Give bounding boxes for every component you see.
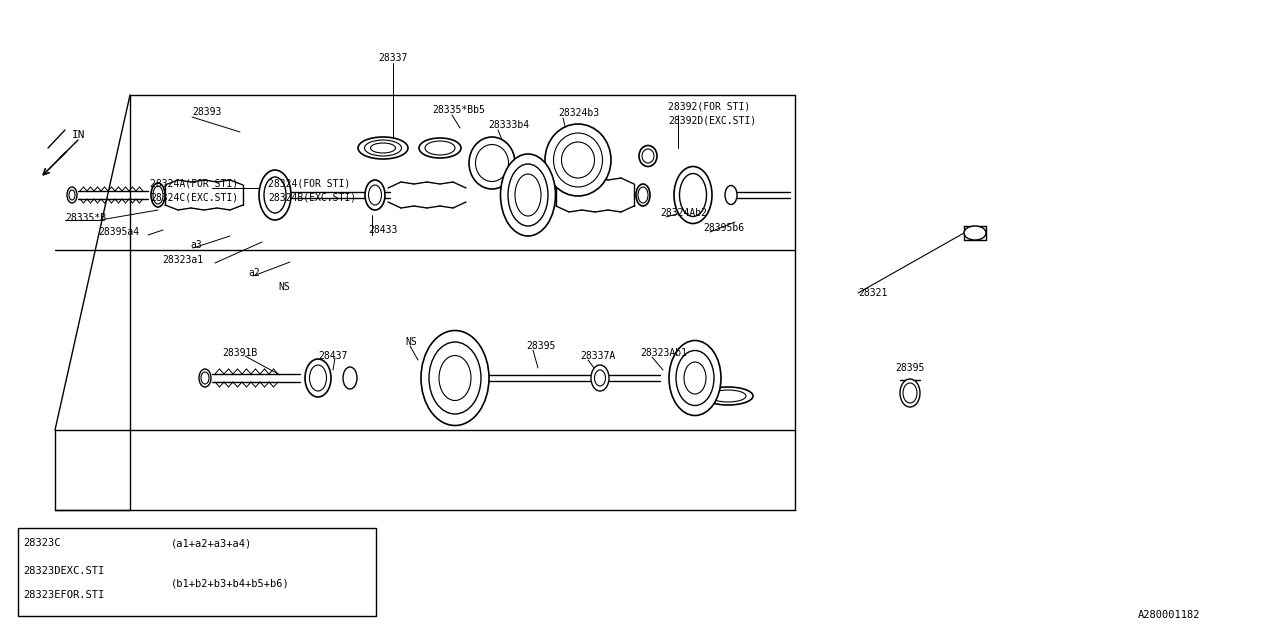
Ellipse shape [67,187,77,203]
Text: NS: NS [404,337,417,347]
Ellipse shape [591,365,609,391]
Text: 28321: 28321 [858,288,887,298]
Text: 28337: 28337 [379,53,408,63]
Text: A280001182: A280001182 [1138,610,1201,620]
Text: 28392D(EXC.STI): 28392D(EXC.STI) [668,115,756,125]
Text: IN: IN [72,130,86,140]
Text: a2: a2 [248,268,260,278]
Text: 28324(FOR STI): 28324(FOR STI) [268,178,351,188]
Ellipse shape [594,370,605,386]
Ellipse shape [724,186,737,205]
Ellipse shape [553,133,603,187]
Ellipse shape [636,184,650,206]
Ellipse shape [900,379,920,407]
Ellipse shape [545,124,611,196]
Ellipse shape [370,143,396,153]
Ellipse shape [669,340,721,415]
Text: 28393: 28393 [192,107,221,117]
Ellipse shape [201,372,209,384]
Ellipse shape [680,173,707,216]
Text: 28335*Bb5: 28335*Bb5 [433,105,485,115]
Ellipse shape [429,342,481,414]
Text: 28324Ab2: 28324Ab2 [660,208,707,218]
Ellipse shape [643,149,654,163]
Ellipse shape [151,183,165,207]
Text: (a1+a2+a3+a4): (a1+a2+a3+a4) [172,538,252,548]
Text: 28433: 28433 [369,225,397,235]
Ellipse shape [475,145,508,182]
Text: 28324A(FOR STI): 28324A(FOR STI) [150,178,238,188]
Text: 28437: 28437 [317,351,347,361]
Ellipse shape [902,383,916,403]
Text: 28391B: 28391B [221,348,257,358]
Text: 28395b6: 28395b6 [703,223,744,233]
Text: 28324C(EXC.STI): 28324C(EXC.STI) [150,192,238,202]
Text: 28337A: 28337A [580,351,616,361]
Ellipse shape [154,186,163,204]
Text: 28395a4: 28395a4 [99,227,140,237]
Ellipse shape [710,390,746,402]
Text: 28323a1: 28323a1 [163,255,204,265]
Text: 28323EFOR.STI: 28323EFOR.STI [23,590,104,600]
Text: a3: a3 [189,240,202,250]
Ellipse shape [676,351,714,406]
Ellipse shape [365,180,385,210]
Ellipse shape [468,137,515,189]
Bar [18,528,376,616]
Ellipse shape [421,330,489,426]
Ellipse shape [439,355,471,401]
Ellipse shape [259,170,291,220]
Ellipse shape [675,166,712,223]
Text: 28333b4: 28333b4 [488,120,529,130]
Ellipse shape [562,142,594,178]
Text: 28335*B: 28335*B [65,213,106,223]
Ellipse shape [365,140,402,156]
Ellipse shape [703,387,753,405]
Ellipse shape [637,187,648,203]
Text: NS: NS [278,282,289,292]
Ellipse shape [369,185,381,205]
Ellipse shape [358,137,408,159]
Text: (b1+b2+b3+b4+b5+b6): (b1+b2+b3+b4+b5+b6) [172,579,289,589]
Ellipse shape [639,145,657,166]
Text: 28324B(EXC.STI): 28324B(EXC.STI) [268,192,356,202]
Ellipse shape [69,190,76,200]
Ellipse shape [684,362,707,394]
Ellipse shape [425,141,454,155]
Text: 28395: 28395 [526,341,556,351]
Text: 28323Ab1: 28323Ab1 [640,348,687,358]
Ellipse shape [515,174,541,216]
Text: 28323C: 28323C [23,538,60,548]
Ellipse shape [419,138,461,158]
Text: 28392(FOR STI): 28392(FOR STI) [668,101,750,111]
Ellipse shape [964,226,986,240]
Text: 28323DEXC.STI: 28323DEXC.STI [23,566,104,576]
Ellipse shape [264,177,285,213]
Ellipse shape [305,359,332,397]
Ellipse shape [198,369,211,387]
Ellipse shape [343,367,357,389]
Text: 28395: 28395 [895,363,924,373]
Text: 28324b3: 28324b3 [558,108,599,118]
Ellipse shape [310,365,326,391]
Ellipse shape [500,154,556,236]
Ellipse shape [508,164,548,226]
